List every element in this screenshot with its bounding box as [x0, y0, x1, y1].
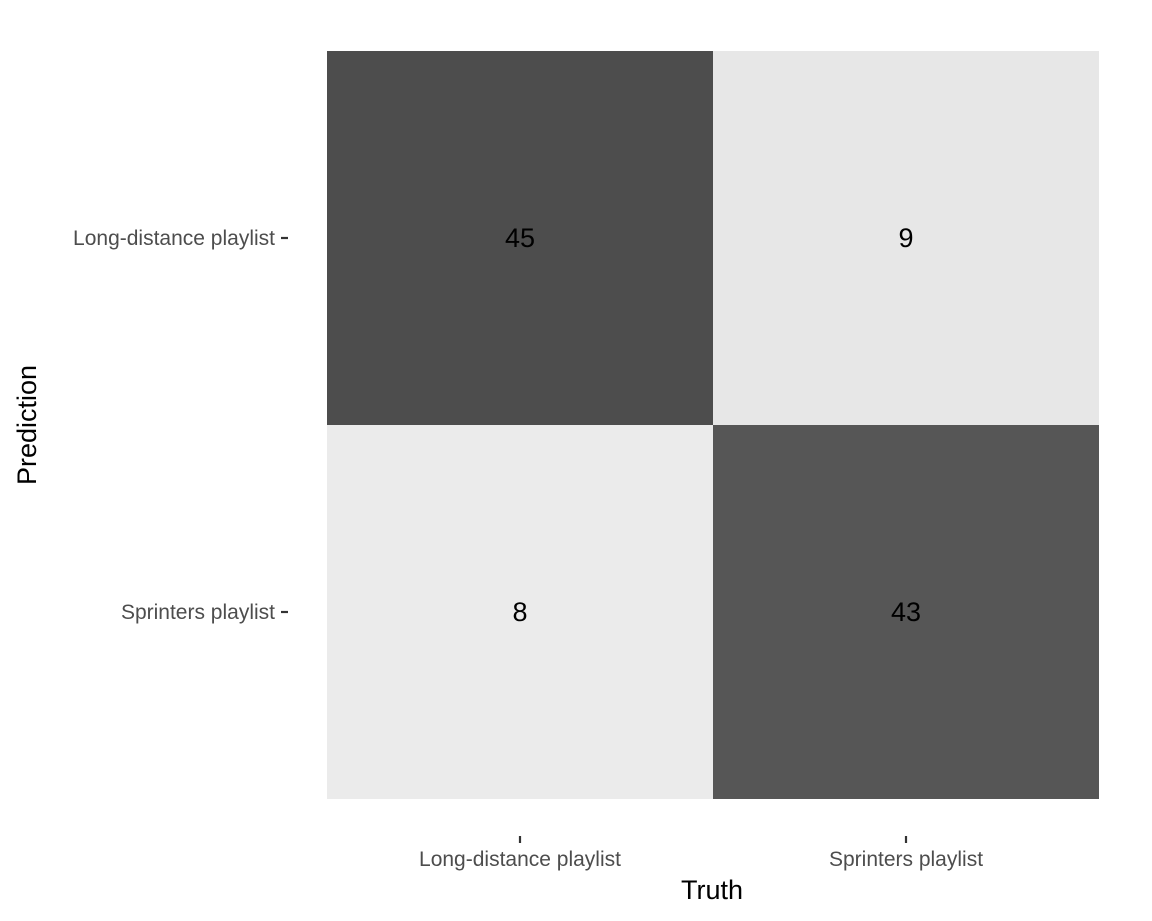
- heatmap-cell-pred-sprinters-playlist-truth-long-distance-playlist: [327, 425, 713, 799]
- y-tick-label: Sprinters playlist: [121, 601, 275, 624]
- y-axis: Long-distance playlist Sprinters playlist: [73, 227, 288, 624]
- heatmap-cells: [327, 51, 1099, 799]
- cell-value-label: 45: [505, 223, 535, 253]
- heatmap-cell-pred-long-distance-playlist-truth-long-distance-playlist: [327, 51, 713, 425]
- y-axis-title: Prediction: [12, 365, 42, 485]
- heatmap-cell-pred-long-distance-playlist-truth-sprinters-playlist: [713, 51, 1099, 425]
- x-axis: Long-distance playlist Sprinters playlist: [419, 836, 983, 871]
- x-axis-title: Truth: [681, 875, 743, 905]
- cell-value-label: 43: [891, 597, 921, 627]
- cell-value-label: 9: [898, 223, 913, 253]
- cell-value-labels: 45 9 8 43: [505, 223, 921, 627]
- x-tick-label: Long-distance playlist: [419, 848, 621, 871]
- cell-value-label: 8: [512, 597, 527, 627]
- x-tick-label: Sprinters playlist: [829, 848, 983, 871]
- y-tick-label: Long-distance playlist: [73, 227, 275, 250]
- heatmap-cell-pred-sprinters-playlist-truth-sprinters-playlist: [713, 425, 1099, 799]
